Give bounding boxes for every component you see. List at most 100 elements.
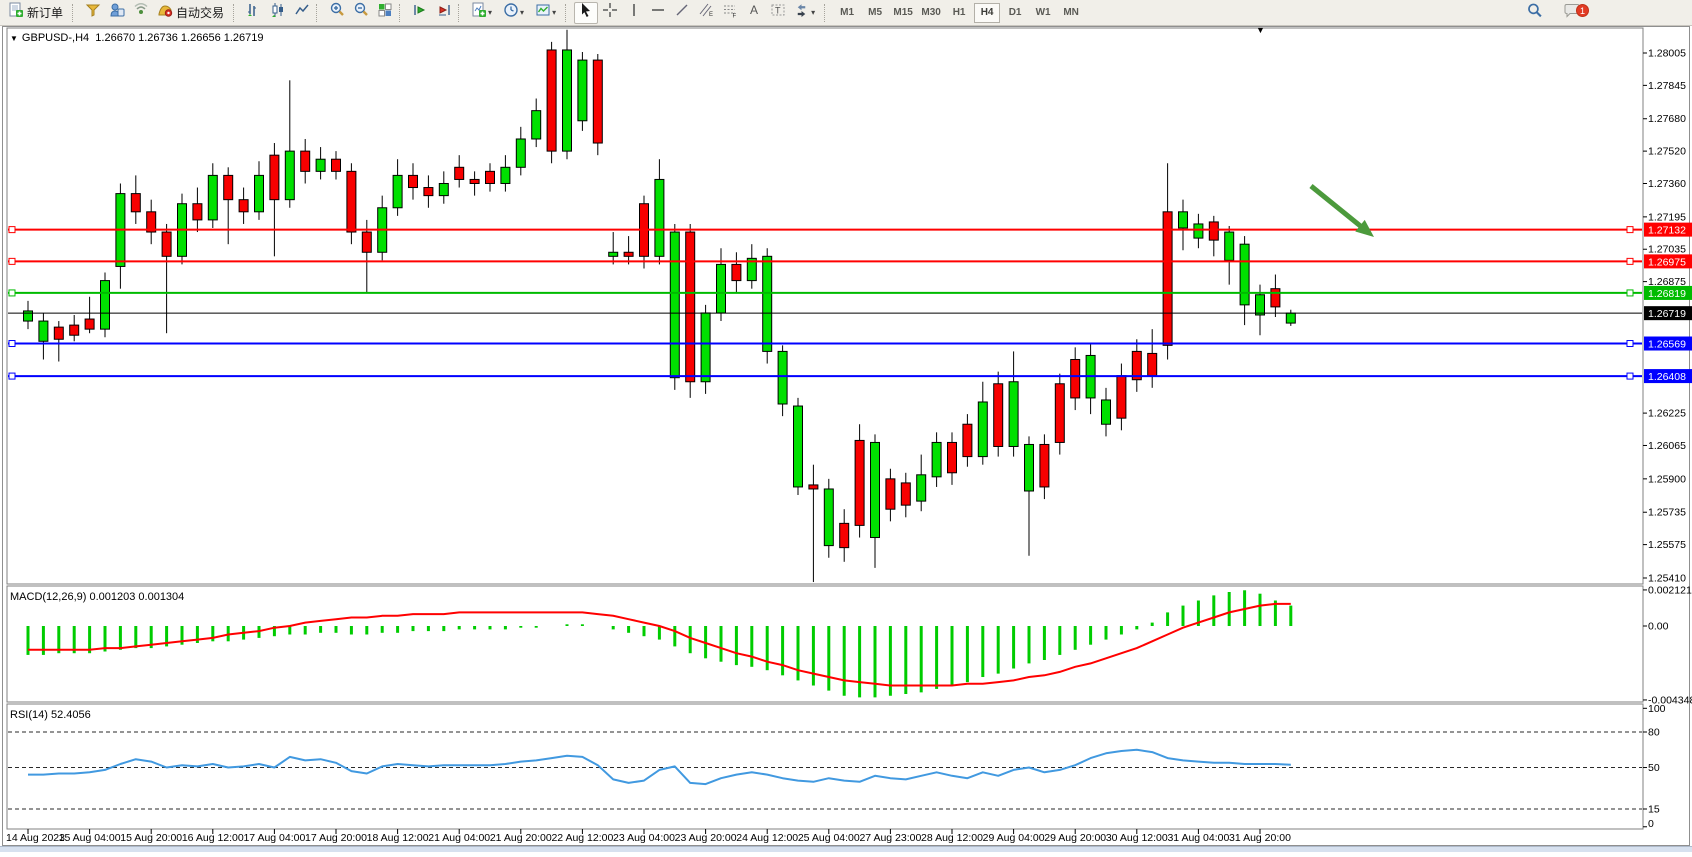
candle [438, 171, 449, 204]
candle [577, 51, 588, 131]
new-order-button[interactable]: 新订单 [4, 2, 70, 24]
chat-button[interactable]: 1 [1560, 2, 1589, 24]
svg-text:A: A [750, 3, 758, 17]
svg-text:1.27132: 1.27132 [1648, 225, 1686, 237]
chart-pane[interactable] [6, 703, 1644, 830]
trendline-button[interactable] [670, 2, 694, 24]
text-label-icon: T [770, 2, 786, 23]
timeframe-button-m5[interactable]: M5 [868, 7, 883, 18]
auto-scroll-button[interactable] [408, 2, 432, 24]
autotrading-button[interactable]: 自动交易 [153, 2, 231, 24]
candle [1070, 347, 1081, 411]
candle [469, 171, 480, 196]
candle [931, 432, 942, 487]
candle [777, 345, 788, 417]
time-axis-label: 16 Aug 12:00 [182, 832, 244, 844]
vertical-line-button[interactable] [622, 2, 646, 24]
time-axis-label: 17 Aug 04:00 [243, 832, 305, 844]
level-line-1.26819[interactable]: 1.26819 [8, 285, 1692, 300]
chart-ohlc-values: 1.26670 1.26736 1.26656 1.26719 [95, 32, 264, 44]
level-line-1.26569[interactable]: 1.26569 [8, 336, 1692, 351]
timeframe-button-w1[interactable]: W1 [1035, 7, 1051, 18]
candle [1131, 339, 1142, 392]
timeframe-button-mn[interactable]: MN [1063, 7, 1079, 18]
line-chart-button[interactable] [290, 2, 314, 24]
level-line-1.26975[interactable]: 1.26975 [8, 254, 1692, 269]
level-line-1.26719[interactable]: 1.26719 [8, 306, 1692, 321]
toolbar-separator [72, 3, 77, 22]
time-axis-label: 17 Aug 20:00 [305, 832, 367, 844]
candle [254, 161, 264, 220]
funnel-tool-button[interactable] [81, 2, 105, 24]
svg-text:1.26975: 1.26975 [1648, 256, 1686, 268]
timeframe-button-m15[interactable]: M15 [893, 7, 913, 18]
bar-chart-button[interactable] [242, 2, 266, 24]
time-axis-label: 14 Aug 2023 [6, 832, 65, 844]
templates-button[interactable]: ▾ [531, 2, 563, 24]
signals-button[interactable] [129, 2, 153, 24]
window-dock-marker-icon[interactable]: ▼ [1256, 25, 1265, 35]
fibonacci-icon: F [722, 2, 738, 23]
timeframe-button-m30[interactable]: M30 [921, 7, 941, 18]
trend-arrow-annotation[interactable] [1309, 184, 1374, 237]
chart-shift-button[interactable] [432, 2, 456, 24]
cursor-button[interactable] [574, 1, 599, 24]
level-line-1.26408[interactable]: 1.26408 [8, 369, 1692, 384]
timeframe-button-m1[interactable]: M1 [840, 7, 855, 18]
tile-windows-icon [377, 2, 393, 23]
zoom-in-icon [329, 2, 345, 23]
rsi-line [28, 748, 1291, 786]
tile-windows-button[interactable] [373, 2, 397, 24]
candle [947, 432, 957, 485]
search-button[interactable] [1522, 2, 1546, 24]
candle [546, 41, 557, 164]
bar-chart-icon [246, 2, 262, 23]
candle [53, 321, 64, 362]
time-axis-label: 28 Aug 12:00 [921, 832, 983, 844]
equidistant-channel-button[interactable]: E [694, 2, 718, 24]
fibonacci-button[interactable]: F [718, 2, 742, 24]
horizontal-line-button[interactable] [646, 2, 670, 24]
dropdown-caret-icon: ▾ [811, 8, 816, 17]
candle [454, 155, 465, 188]
template-icon [535, 2, 551, 23]
svg-text:1.26819: 1.26819 [1648, 288, 1686, 300]
candlestick-chart-button[interactable] [266, 2, 290, 24]
timeframe-button-d1[interactable]: D1 [1008, 7, 1022, 18]
timeframe-button-h1[interactable]: H1 [952, 7, 966, 18]
time-axis-label: 29 Aug 20:00 [1044, 832, 1106, 844]
depth-of-market-button[interactable] [105, 2, 129, 24]
crosshair-button[interactable] [598, 2, 622, 24]
zoom-in-button[interactable] [325, 2, 349, 24]
price-axis-label: 1.25900 [1648, 473, 1686, 485]
candle [700, 304, 711, 394]
time-axis-label: 31 Aug 20:00 [1229, 832, 1291, 844]
autotrading-label: 自动交易 [176, 6, 225, 20]
time-axis-label: 21 Aug 20:00 [490, 832, 552, 844]
price-axis-label: 1.26065 [1648, 440, 1686, 452]
zoom-out-button[interactable] [349, 2, 373, 24]
macd-signal-line [28, 602, 1291, 687]
autotrading-icon [157, 2, 173, 23]
chart-pane[interactable] [6, 585, 1644, 703]
arrow-objects-button[interactable]: ▾ [790, 2, 822, 24]
candle [592, 54, 603, 156]
wifi-signal-icon [133, 2, 149, 23]
price-axis-label: 1.26875 [1648, 276, 1686, 288]
rsi-axis-label: 15 [1648, 803, 1660, 815]
periods-button[interactable]: ▾ [499, 2, 531, 24]
timeframe-toolbar: M1 M5 M15 M30 H1 H4 D1 W1 MN [833, 1, 1085, 25]
candle [1024, 436, 1034, 556]
candle [746, 244, 757, 289]
chart-dropdown-icon[interactable]: ▼ [10, 34, 18, 43]
candle [1008, 351, 1019, 457]
vertical-line-icon [626, 2, 642, 23]
candle [977, 381, 988, 465]
text-button[interactable]: A [742, 2, 766, 24]
text-label-button[interactable]: T [766, 2, 790, 24]
search-icon [1526, 2, 1543, 24]
indicators-button[interactable]: ▾ [467, 2, 499, 24]
candle [423, 175, 434, 208]
timeframe-button-h4[interactable]: H4 [974, 2, 1001, 23]
